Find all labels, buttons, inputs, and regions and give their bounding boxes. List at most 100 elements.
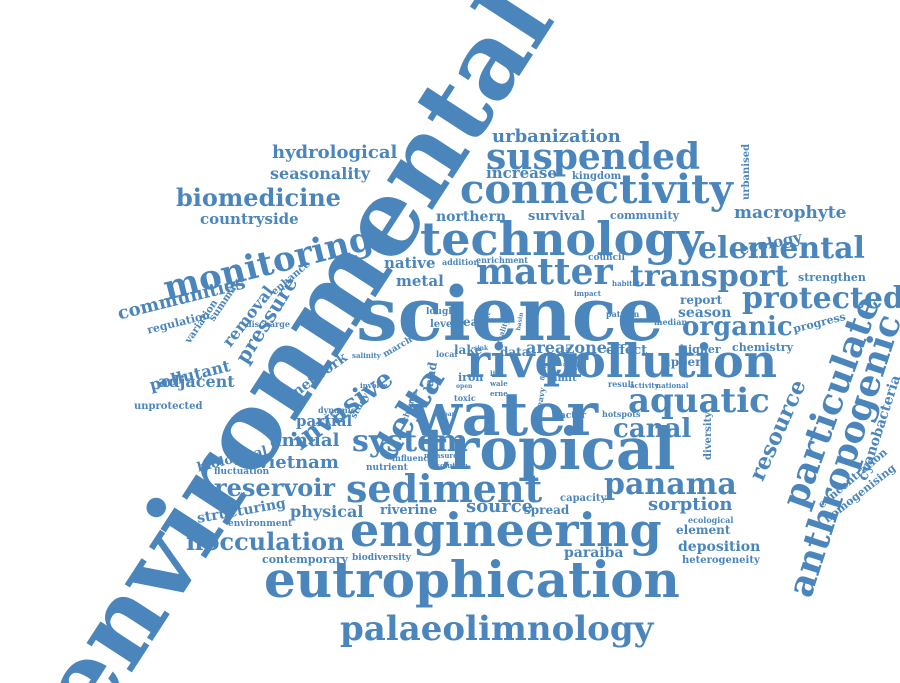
word-river: river <box>466 334 588 388</box>
word-annual: annual <box>270 430 340 451</box>
word-national: national <box>656 381 689 390</box>
word-local: local <box>436 349 458 359</box>
word-median: median <box>654 317 688 327</box>
word-fluctuation: fluctuation <box>214 467 270 477</box>
word-elemental: elemental <box>698 231 865 266</box>
word-tropical: tropical <box>422 415 676 483</box>
word-measure: measure <box>424 451 458 460</box>
word-diversity: diversity <box>703 411 714 460</box>
word-reservoir: reservoir <box>214 473 336 502</box>
word-paraiba: paraiba <box>564 545 624 561</box>
word-life: life <box>490 369 503 378</box>
word-erne: erne <box>490 389 508 398</box>
word-impact: impact <box>574 289 601 298</box>
word-northern: northern <box>436 209 506 225</box>
word-iron: iron <box>458 371 484 384</box>
word-nutrient: nutrient <box>366 463 408 473</box>
word-countryside: countryside <box>200 210 299 228</box>
word-heterogeneity: heterogeneity <box>682 555 760 566</box>
word-report: report <box>680 293 723 307</box>
word-matter: matter <box>476 251 613 293</box>
word-capacity: capacity <box>560 493 607 504</box>
word-kingdom: kingdom <box>572 171 622 182</box>
word-survival: survival <box>528 209 586 224</box>
word-discharge: discharge <box>246 319 290 329</box>
word-wale: wale <box>490 379 508 388</box>
word-sorption: sorption <box>648 494 733 515</box>
word-influence: influence <box>392 453 434 463</box>
word-water: water <box>410 380 599 450</box>
word-spread: spread <box>524 503 570 517</box>
word-canal: canal <box>613 414 692 444</box>
word-result: result <box>608 379 635 389</box>
word-eutrophication: eutrophication <box>264 550 680 609</box>
word-sink: sink <box>474 345 489 352</box>
word-factor: factor <box>556 411 587 421</box>
word-open: open <box>456 383 473 390</box>
word-source: source <box>466 496 534 517</box>
word-native: native <box>384 254 436 272</box>
word-areazone: areazone <box>526 338 607 357</box>
word-chemistry: chemistry <box>732 341 793 354</box>
word-seasonality: seasonality <box>270 164 371 183</box>
word-hydrological: hydrological <box>272 142 398 163</box>
word-contemporary: contemporary <box>262 553 348 566</box>
word-panama: panama <box>604 467 737 502</box>
word-season: season <box>678 305 732 321</box>
word-urban: urban <box>436 411 456 418</box>
word-effect: effect <box>606 343 648 358</box>
word-year: year <box>456 315 485 329</box>
word-deposition: deposition <box>678 539 761 555</box>
word-transport: transport <box>630 259 789 294</box>
word-activity: activity <box>630 381 659 390</box>
word-sediment: sediment <box>346 466 543 511</box>
word-suspended: suspended <box>486 136 701 178</box>
word-metal: metal <box>396 272 444 290</box>
word-limit: limit <box>550 373 577 384</box>
word-pattern: pattern <box>606 309 640 319</box>
word-involve: involve <box>360 381 388 390</box>
word-unprotected: unprotected <box>134 401 203 412</box>
word-community: community <box>610 209 679 222</box>
word-salinity: salinity <box>352 351 381 360</box>
word-strengthen: strengthen <box>798 271 866 284</box>
word-pollution: pollution <box>543 334 778 388</box>
word-biodiversity: biodiversity <box>352 553 411 563</box>
word-increase: increase <box>486 164 557 182</box>
word-environment: environment <box>228 519 293 529</box>
word-protected: protected <box>742 281 900 316</box>
word-partial: partial <box>296 412 353 430</box>
word-adjacent: adjacent <box>158 372 235 391</box>
word-aquatic: aquatic <box>628 381 770 421</box>
word-vietnam: vietnam <box>258 452 339 473</box>
word-level: level <box>430 319 457 330</box>
word-system: system <box>352 424 468 459</box>
word-riverine: riverine <box>380 503 438 518</box>
word-addition: addition <box>442 257 480 267</box>
word-macrophyte: macrophyte <box>734 203 847 223</box>
word-data: data <box>500 345 530 359</box>
word-lough: lough <box>426 307 455 317</box>
word-connectivity: connectivity <box>460 166 733 213</box>
word-flocculation: flocculation <box>186 527 345 556</box>
word-physical: physical <box>290 502 364 521</box>
word-upper: upper <box>662 355 702 369</box>
word-council: council <box>588 253 625 263</box>
word-lake: lake <box>454 343 483 357</box>
word-habitat: habitat <box>612 279 641 288</box>
word-hotspots: hotspots <box>602 409 641 419</box>
word-organic: organic <box>682 312 793 342</box>
word-toxic: toxic <box>454 393 476 403</box>
word-dynamic: dynamic <box>318 405 356 415</box>
word-engineering: engineering <box>350 503 662 557</box>
word-enrichment: enrichment <box>476 255 528 265</box>
word-solution: solution <box>436 461 469 470</box>
word-higher: higher <box>680 343 721 356</box>
word-biomedicine: biomedicine <box>176 183 341 212</box>
word-palaeolimnology: palaeolimnology <box>340 609 654 649</box>
word-technology: technology <box>420 212 704 266</box>
word-element: element <box>676 523 731 537</box>
word-science: science <box>356 272 664 358</box>
word-ecological: ecological <box>688 515 734 525</box>
